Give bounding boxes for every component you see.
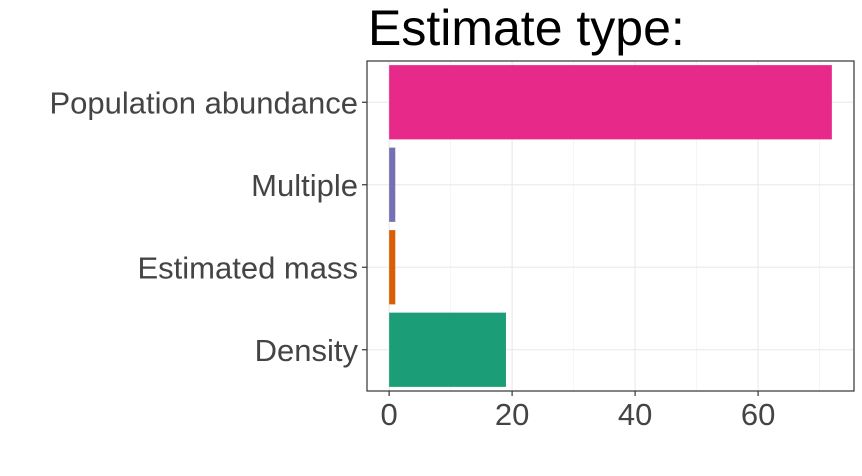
y-tick-label: Population abundance (49, 85, 358, 120)
chart-title: Estimate type: (368, 0, 685, 56)
bars (389, 65, 832, 387)
panel-border (366, 60, 855, 392)
bar-multiple (389, 147, 396, 222)
x-tick-label: 20 (495, 397, 529, 432)
y-tick-label: Estimated mass (137, 250, 358, 285)
y-axis: Population abundance Multiple Estimated ma… (49, 85, 367, 368)
y-tick-label: Multiple (251, 168, 358, 203)
bar-estimated-mass (389, 230, 396, 305)
bar-population-abundance (389, 65, 832, 140)
bar-density (389, 312, 506, 387)
y-tick-label: Density (255, 333, 359, 368)
x-axis: 0 20 40 60 (381, 391, 775, 432)
x-tick-label: 60 (741, 397, 775, 432)
x-tick-label: 0 (381, 397, 398, 432)
x-tick-label: 40 (618, 397, 652, 432)
